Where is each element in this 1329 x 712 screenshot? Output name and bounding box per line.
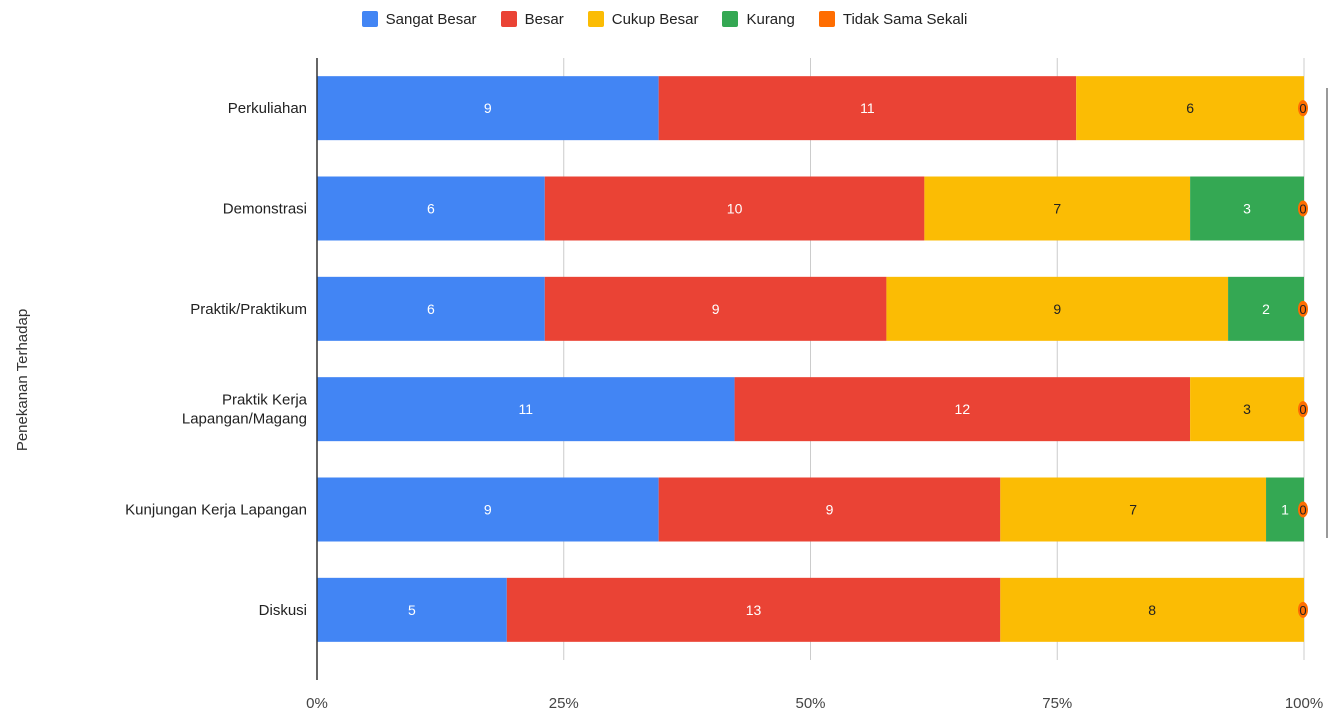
legend-swatch (722, 11, 739, 27)
bar-segment (506, 577, 1001, 642)
x-tick-label: 0% (306, 695, 328, 712)
data-label: 9 (826, 502, 834, 518)
y-axis-title: Penekanan Terhadap (14, 309, 31, 451)
legend-label: Tidak Sama Sekali (842, 10, 968, 28)
data-label: 9 (484, 502, 492, 518)
bar-segment (1000, 577, 1304, 642)
zero-marker (1298, 501, 1308, 518)
bar-segment (1228, 276, 1304, 341)
data-label: 11 (860, 100, 875, 116)
data-label: 0 (1299, 503, 1306, 518)
bar-segment (317, 276, 545, 341)
data-label: 6 (427, 301, 435, 317)
bar-segment (317, 76, 659, 141)
category-label: Demonstrasi (223, 201, 307, 218)
bar-segment (317, 176, 545, 241)
bar-segment (734, 377, 1191, 442)
bar-segment (317, 477, 659, 542)
legend-item[interactable]: Cukup Besar (587, 10, 699, 28)
data-label: 6 (1186, 100, 1194, 116)
data-label: 0 (1299, 302, 1306, 317)
bar-segment (544, 276, 887, 341)
data-label: 3 (1243, 201, 1251, 217)
category-label: Perkuliahan (228, 100, 307, 117)
data-label: 0 (1299, 402, 1306, 417)
bar-segment (658, 477, 1001, 542)
bar-segment (924, 176, 1191, 241)
category-label: Praktik Kerja (222, 392, 308, 409)
data-label: 9 (1053, 301, 1061, 317)
bar-segment (317, 577, 507, 642)
data-label: 10 (727, 201, 743, 217)
bar-segment (1190, 176, 1304, 241)
chart-legend: Sangat Besar Besar Cukup Besar Kurang Tidak … (0, 8, 1329, 30)
legend-swatch (500, 11, 517, 27)
bar-segment (544, 176, 925, 241)
zero-marker (1298, 300, 1308, 317)
data-label: 7 (1053, 201, 1061, 217)
data-label: 0 (1299, 202, 1306, 217)
legend-item[interactable]: Kurang (722, 10, 795, 28)
category-label: Kunjungan Kerja Lapangan (125, 502, 307, 519)
bar-segment (1076, 76, 1304, 141)
legend-label: Sangat Besar (385, 10, 477, 28)
legend-swatch (818, 11, 835, 27)
data-label: 0 (1299, 101, 1306, 116)
data-label: 8 (1148, 602, 1156, 618)
legend-item[interactable]: Besar (500, 10, 564, 28)
data-label: 2 (1262, 301, 1270, 317)
legend-label: Kurang (746, 10, 795, 28)
category-label: Diskusi (259, 602, 307, 619)
legend-item[interactable]: Sangat Besar (361, 10, 477, 28)
category-label: Lapangan/Magang (182, 411, 307, 428)
zero-marker (1298, 200, 1308, 217)
legend-label: Cukup Besar (611, 10, 699, 28)
zero-marker (1298, 601, 1308, 618)
x-tick-label: 75% (1042, 695, 1072, 712)
bar-segment (658, 76, 1077, 141)
data-label: 7 (1129, 502, 1137, 518)
bar-segment (1000, 477, 1267, 542)
data-label: 3 (1243, 401, 1251, 417)
x-tick-label: 100% (1285, 695, 1323, 712)
legend-item[interactable]: Tidak Sama Sekali (818, 10, 968, 28)
bar-segment (886, 276, 1229, 341)
zero-marker (1298, 401, 1308, 418)
data-label: 13 (746, 602, 762, 618)
data-label: 9 (484, 100, 492, 116)
data-label: 12 (955, 401, 971, 417)
data-label: 1 (1281, 502, 1289, 518)
legend-swatch (361, 11, 378, 27)
zero-marker (1298, 100, 1308, 117)
data-label: 6 (427, 201, 435, 217)
data-label: 0 (1299, 603, 1306, 618)
data-label: 5 (408, 602, 416, 618)
category-label: Praktik/Praktikum (190, 301, 307, 318)
legend-label: Besar (524, 10, 564, 28)
bar-segment (317, 377, 735, 442)
bar-segment (1266, 477, 1304, 542)
x-tick-label: 50% (795, 695, 825, 712)
bar-segment (1190, 377, 1304, 442)
legend-swatch (587, 11, 604, 27)
data-label: 11 (519, 401, 534, 417)
data-label: 9 (712, 301, 720, 317)
x-tick-label: 25% (549, 695, 579, 712)
